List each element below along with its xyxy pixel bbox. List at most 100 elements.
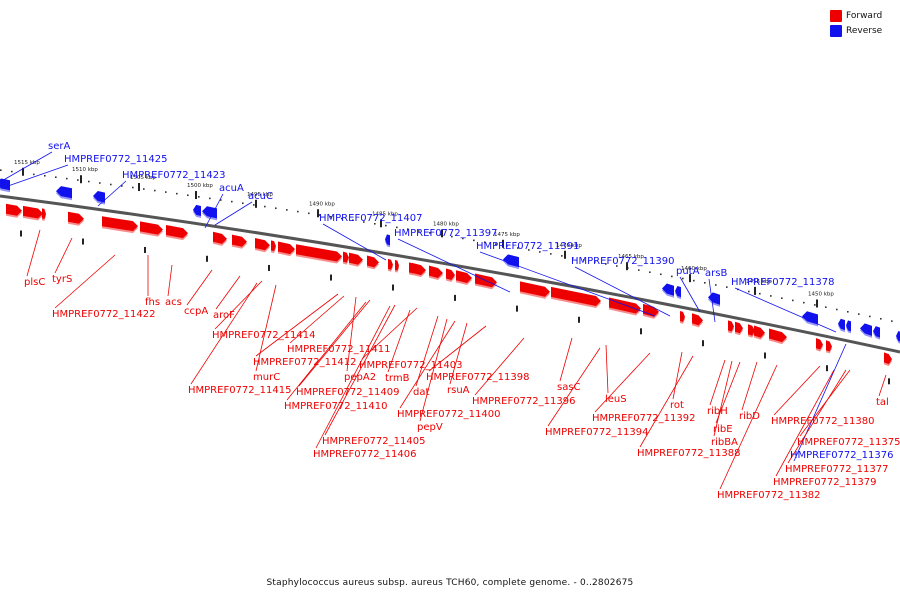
forward-gene-arrow[interactable] <box>255 238 270 251</box>
legend-forward-label: Forward <box>846 11 883 21</box>
forward-leader-line <box>775 369 835 477</box>
gene-label-hmpref0772-11394: HMPREF0772_11394 <box>545 427 648 438</box>
reverse-gene-arrow[interactable] <box>846 320 851 332</box>
forward-leader-line <box>719 364 778 490</box>
scale-dot <box>198 196 200 198</box>
scale-dot <box>253 204 255 206</box>
scale-dot <box>836 308 838 311</box>
scale-dot <box>550 253 552 255</box>
forward-gene-arrow[interactable] <box>388 258 393 270</box>
reverse-leader-line <box>479 251 656 317</box>
forward-gene-arrow[interactable] <box>609 297 641 314</box>
gene-label-hmpref0772-11407: HMPREF0772_11407 <box>319 213 422 224</box>
scale-dot <box>649 271 651 274</box>
gene-label-hmpref0772-11405: HMPREF0772_11405 <box>322 436 425 447</box>
minor-tick <box>82 238 84 245</box>
forward-leader-line <box>298 299 371 387</box>
scale-dot <box>693 279 695 282</box>
scale-dot <box>528 249 530 251</box>
forward-gene-arrow[interactable] <box>728 320 734 332</box>
forward-gene-arrow[interactable] <box>643 303 659 317</box>
scale-dot <box>275 207 277 210</box>
forward-gene-arrow[interactable] <box>296 244 342 262</box>
reverse-gene-arrow[interactable] <box>802 311 818 325</box>
scale-dot <box>341 217 343 220</box>
scale-tick-label: 1485 kbp <box>372 211 398 217</box>
forward-gene-arrow[interactable] <box>6 203 22 216</box>
forward-gene-arrow[interactable] <box>271 240 276 252</box>
forward-gene-arrow[interactable] <box>140 221 163 235</box>
scale-dot <box>209 197 211 200</box>
forward-gene-arrow[interactable] <box>278 241 295 255</box>
scale-dot <box>715 284 717 286</box>
minor-tick <box>206 255 208 262</box>
scale-dot <box>726 286 728 288</box>
forward-gene-arrow[interactable] <box>551 286 601 307</box>
forward-gene-arrow[interactable] <box>395 260 399 271</box>
reverse-gene-arrow[interactable] <box>662 283 674 296</box>
forward-leader-line <box>787 369 847 464</box>
reverse-gene-arrow[interactable] <box>838 318 845 331</box>
reverse-gene-arrow[interactable] <box>873 326 880 338</box>
forward-leader-line <box>741 361 758 411</box>
forward-gene-arrow[interactable] <box>748 324 755 336</box>
reverse-gene-arrow[interactable] <box>193 204 201 217</box>
gene-label-dat: dat <box>413 387 429 398</box>
scale-tick-label: 1515 kbp <box>14 160 40 166</box>
reverse-gene-arrow[interactable] <box>896 331 900 342</box>
forward-gene-arrow[interactable] <box>343 251 349 263</box>
forward-gene-arrow[interactable] <box>520 281 550 297</box>
forward-gene-arrow[interactable] <box>232 234 247 247</box>
scale-dot <box>176 192 178 195</box>
forward-gene-arrow[interactable] <box>692 313 703 326</box>
gene-label-hmpref0772-11422: HMPREF0772_11422 <box>52 309 155 320</box>
scale-dot <box>605 263 607 265</box>
scale-dot <box>506 245 508 247</box>
forward-gene-arrow[interactable] <box>680 310 685 322</box>
forward-gene-arrow[interactable] <box>754 325 765 338</box>
reverse-gene-arrow[interactable] <box>503 254 519 268</box>
reverse-gene-arrow[interactable] <box>0 178 10 191</box>
scale-dot <box>451 235 453 238</box>
forward-leader-line <box>324 304 396 436</box>
reverse-leader-line <box>734 287 837 333</box>
scale-tick <box>441 229 443 238</box>
forward-gene-arrow[interactable] <box>213 231 227 244</box>
legend-reverse: Reverse <box>830 24 892 38</box>
forward-swatch <box>830 10 842 22</box>
forward-gene-arrow[interactable] <box>826 340 832 352</box>
scale-dot <box>231 200 233 203</box>
scale-dot <box>517 247 519 249</box>
scale-dot <box>748 290 750 293</box>
forward-gene-arrow[interactable] <box>349 252 363 265</box>
gene-label-leus: leuS <box>605 394 627 405</box>
forward-gene-arrow[interactable] <box>884 352 892 365</box>
gene-arrows <box>0 178 900 367</box>
scale-dot <box>660 273 662 276</box>
reverse-gene-arrow[interactable] <box>56 186 72 199</box>
forward-gene-arrow[interactable] <box>166 225 188 239</box>
forward-gene-arrow[interactable] <box>42 208 46 219</box>
scale-dot <box>77 179 79 181</box>
forward-gene-arrow[interactable] <box>769 328 787 343</box>
forward-gene-arrow[interactable] <box>412 262 426 276</box>
forward-gene-arrow[interactable] <box>735 321 743 334</box>
forward-gene-arrow[interactable] <box>456 270 472 283</box>
scale-dot <box>407 228 409 230</box>
forward-gene-arrow[interactable] <box>446 268 455 281</box>
gene-label-hmpref0772-11403: HMPREF0772_11403 <box>359 360 462 371</box>
forward-gene-arrow[interactable] <box>68 211 84 224</box>
reverse-gene-arrow[interactable] <box>860 323 872 336</box>
forward-gene-arrow[interactable] <box>23 205 43 219</box>
forward-gene-arrow[interactable] <box>367 255 379 268</box>
forward-gene-arrow[interactable] <box>429 265 443 279</box>
reverse-gene-arrow[interactable] <box>202 206 217 219</box>
forward-gene-arrow[interactable] <box>816 338 823 350</box>
forward-gene-arrow[interactable] <box>102 216 138 232</box>
scale-tick <box>502 239 504 248</box>
forward-leader-line <box>255 284 277 372</box>
scale-dot <box>682 277 684 280</box>
reverse-gene-arrow[interactable] <box>385 234 390 246</box>
reverse-gene-arrow[interactable] <box>675 285 681 298</box>
reverse-gene-arrow[interactable] <box>93 191 105 203</box>
